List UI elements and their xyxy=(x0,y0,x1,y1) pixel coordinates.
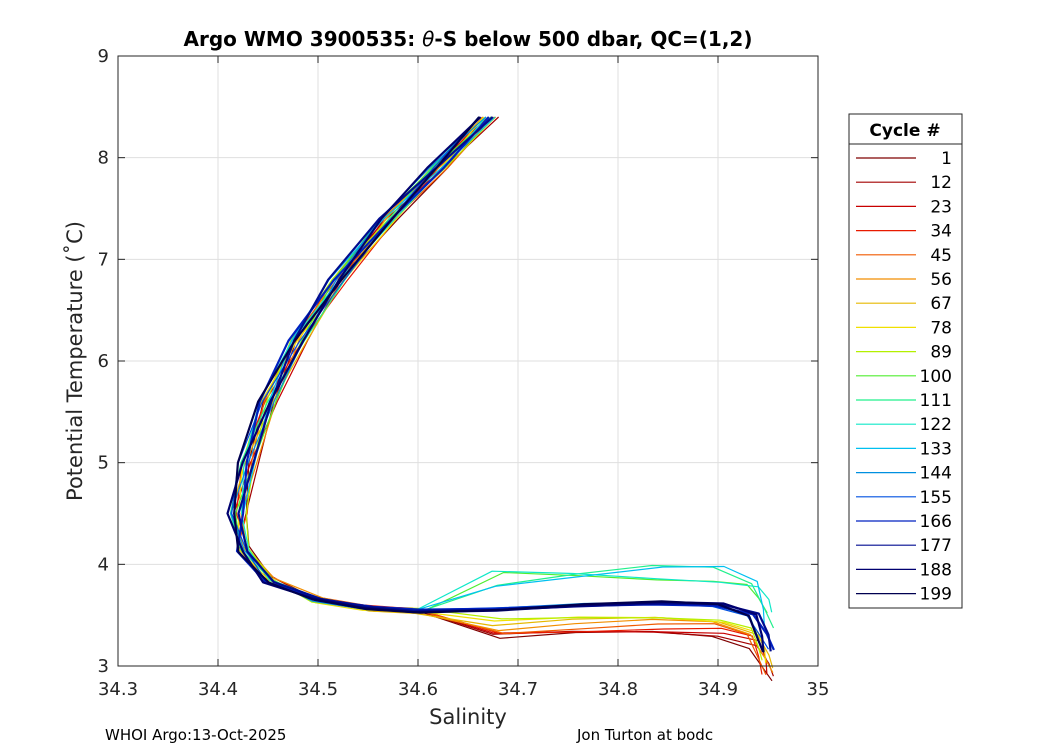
legend-entry-label: 144 xyxy=(920,464,952,484)
legend-entry-label: 56 xyxy=(930,270,952,290)
legend: Cycle # 1 12 23 34 45 56 67 78 89 100 111 122 133 144… xyxy=(848,113,963,609)
legend-entry-label: 199 xyxy=(920,585,952,605)
footer-author: Jon Turton at bodc xyxy=(577,726,714,744)
profile-series-line xyxy=(237,116,766,629)
profile-series-line xyxy=(236,116,767,676)
x-tick-label: 34.5 xyxy=(298,679,338,700)
y-tick-label: 9 xyxy=(98,46,109,67)
legend-entry-label: 34 xyxy=(930,222,952,242)
profile-curves xyxy=(226,116,775,682)
legend-entry-label: 67 xyxy=(930,294,952,314)
profile-series-line xyxy=(230,116,763,651)
y-axis-label: Potential Temperature (˚C) xyxy=(63,221,87,501)
profile-series-line xyxy=(231,116,770,650)
y-tick-label: 6 xyxy=(98,351,109,372)
legend-entry-label: 122 xyxy=(920,415,952,435)
profile-series-line xyxy=(235,116,775,651)
legend-entry-label: 78 xyxy=(930,318,952,338)
x-axis-ticks: 34.3 34.4 34.5 34.6 34.7 34.8 34.9 35 xyxy=(98,56,829,700)
legend-entry-label: 188 xyxy=(920,560,952,580)
y-tick-label: 3 xyxy=(98,656,109,677)
x-tick-label: 34.7 xyxy=(498,679,538,700)
profile-series-line xyxy=(235,116,768,614)
profile-series-line xyxy=(229,116,775,629)
x-tick-label: 34.6 xyxy=(398,679,438,700)
legend-entry-label: 1 xyxy=(941,149,952,169)
legend-entry-label: 111 xyxy=(920,391,952,411)
profile-series-line xyxy=(233,116,768,675)
legend-entry-label: 100 xyxy=(920,367,952,387)
chart-title: Argo WMO 3900535: θ-S below 500 dbar, QC… xyxy=(184,27,753,51)
x-tick-label: 34.4 xyxy=(198,679,238,700)
x-tick-label: 34.3 xyxy=(98,679,138,700)
y-tick-label: 8 xyxy=(98,148,109,169)
legend-entry-label: 12 xyxy=(930,173,952,193)
profile-series-line xyxy=(235,116,763,675)
legend-entry-label: 45 xyxy=(930,246,952,266)
profile-series-line xyxy=(245,116,773,682)
profile-series-line xyxy=(245,116,763,661)
y-tick-label: 5 xyxy=(98,453,109,474)
profile-series-line xyxy=(240,116,774,673)
x-tick-label: 35 xyxy=(807,679,830,700)
legend-entry-label: 23 xyxy=(930,197,952,217)
legend-entry-label: 177 xyxy=(920,536,952,556)
x-axis-label: Salinity xyxy=(429,705,507,729)
y-axis-ticks: 3 4 5 6 7 8 9 xyxy=(98,46,818,677)
profile-series-line xyxy=(237,116,774,677)
x-tick-label: 34.9 xyxy=(698,679,738,700)
x-tick-label: 34.8 xyxy=(598,679,638,700)
legend-entry-label: 133 xyxy=(920,439,952,459)
profile-series-line xyxy=(241,116,773,613)
profile-series-line xyxy=(233,116,765,653)
y-tick-label: 7 xyxy=(98,249,109,270)
profile-series-line xyxy=(226,116,765,653)
legend-title: Cycle # xyxy=(869,121,940,141)
legend-items: 1 12 23 34 45 56 67 78 89 100 111 122 133 144 155 166 17… xyxy=(856,149,952,605)
legend-entry-label: 166 xyxy=(920,512,952,532)
footer-source: WHOI Argo:13-Oct-2025 xyxy=(105,726,287,744)
legend-entry-label: 89 xyxy=(930,343,952,363)
legend-entry-label: 155 xyxy=(920,488,952,508)
grid-lines xyxy=(118,56,818,666)
legend-box xyxy=(848,113,963,609)
y-tick-label: 4 xyxy=(98,554,109,575)
